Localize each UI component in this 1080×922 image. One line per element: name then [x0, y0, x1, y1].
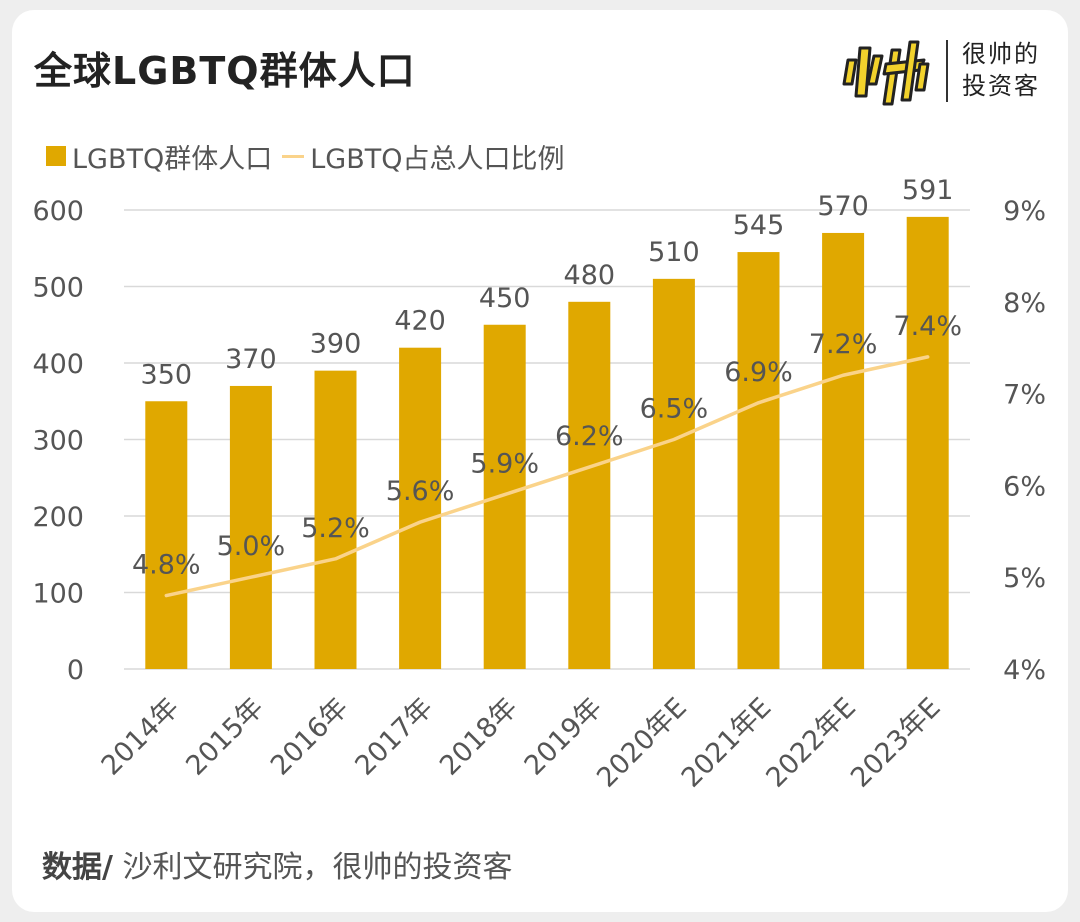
bar [229, 385, 272, 669]
legend-bar-label: LGBTQ群体人口 [72, 143, 273, 175]
x-tick-label: 2020年E [591, 692, 693, 794]
y-left-tick-label: 400 [32, 349, 84, 380]
bar [145, 401, 188, 669]
x-tick-label: 2017年 [349, 692, 439, 782]
brand-name-line2: 投资客 [962, 72, 1040, 100]
bar-data-label: 545 [733, 210, 785, 241]
y-right-tick-label: 8% [1003, 288, 1046, 319]
y-left-tick-label: 300 [32, 426, 84, 457]
bar-data-label: 450 [479, 283, 531, 314]
source-label: 数据/ [42, 850, 113, 885]
bar-data-label: 390 [310, 329, 362, 360]
x-tick-label: 2016年 [265, 692, 355, 782]
data-source: 数据/ 沙利文研究院，很帅的投资客 [42, 842, 513, 886]
ratio-line [164, 355, 930, 598]
y-right-tick-label: 5% [1003, 563, 1046, 594]
x-tick-label: 2021年E [676, 692, 778, 794]
bar-data-label: 370 [225, 344, 277, 375]
line-data-label: 5.9% [470, 449, 539, 480]
bar-data-label: 570 [817, 191, 869, 222]
bar [314, 370, 357, 669]
x-tick-label: 2014年 [96, 692, 186, 782]
y-left-tick-label: 600 [32, 196, 84, 227]
line-data-label: 7.2% [809, 329, 878, 360]
shuai-logo-icon [842, 40, 930, 106]
source-text: 沙利文研究院，很帅的投资客 [112, 850, 513, 885]
line-data-label: 6.9% [724, 357, 793, 388]
legend: LGBTQ群体人口 LGBTQ占总人口比例 [46, 136, 564, 176]
y-left-tick-label: 500 [32, 273, 84, 304]
line-data-label: 5.2% [301, 513, 370, 544]
y-right-tick-label: 7% [1003, 380, 1046, 411]
x-tick-label: 2022年E [760, 692, 862, 794]
chart-card: 全球LGBTQ群体人口 很帅的 投资客 LGBTQ群体人口 LGBTQ占总人口比… [12, 10, 1068, 912]
combo-chart: 0 100 200 300 400 500 600 4% 5% 6% 7% 8% 9% 350 370 390… [32, 175, 1046, 794]
bar [906, 216, 949, 669]
y-right-tick-label: 6% [1003, 471, 1046, 502]
y-left-tick-label: 200 [32, 502, 84, 533]
bar [737, 252, 780, 669]
legend-bar-swatch [46, 146, 66, 166]
line-data-label: 4.8% [132, 550, 201, 581]
y-right-tick-label: 9% [1003, 196, 1046, 227]
bar [822, 232, 865, 669]
bar [568, 301, 611, 669]
brand-name-line1: 很帅的 [962, 40, 1040, 68]
bar-data-label: 350 [141, 359, 193, 390]
bar-data-label: 510 [648, 237, 700, 268]
bar-data-label: 420 [394, 306, 446, 337]
y-right-tick-label: 4% [1003, 655, 1046, 686]
line-data-label: 5.0% [217, 531, 286, 562]
legend-line-swatch [282, 154, 305, 158]
legend-line-label: LGBTQ占总人口比例 [310, 143, 565, 175]
page-title: 全球LGBTQ群体人口 [34, 49, 416, 93]
brand-name: 很帅的 投资客 [962, 38, 1058, 102]
bar [399, 347, 442, 669]
x-tick-label: 2015年 [180, 692, 270, 782]
bar [652, 278, 695, 669]
line-data-label: 7.4% [893, 311, 962, 342]
brand-divider [946, 40, 948, 102]
brand-block: 很帅的 投资客 [840, 34, 1050, 114]
x-tick-label: 2018年 [434, 692, 524, 782]
y-left-tick-label: 0 [67, 655, 84, 686]
bar-data-label: 591 [902, 175, 954, 206]
bar [483, 324, 526, 669]
y-left-tick-label: 100 [32, 579, 84, 610]
line-data-label: 6.2% [555, 421, 624, 452]
line-data-label: 6.5% [640, 394, 709, 425]
x-tick-label: 2023年E [845, 692, 947, 794]
bar-data-label: 480 [564, 260, 616, 291]
line-data-label: 5.6% [386, 476, 455, 507]
